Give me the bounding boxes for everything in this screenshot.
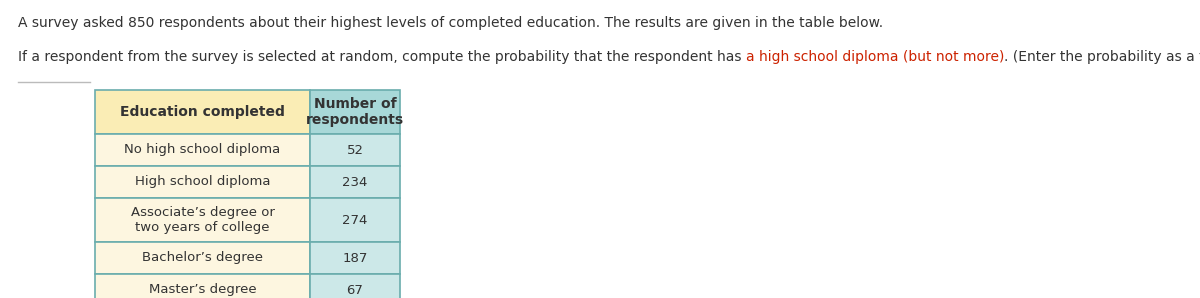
Bar (310, 274, 400, 298)
Bar (95, 242, 310, 274)
Text: High school diploma: High school diploma (134, 176, 270, 189)
Bar (95, 166, 310, 198)
Text: A survey asked 850 respondents about their highest levels of completed education: A survey asked 850 respondents about the… (18, 16, 883, 30)
Text: No high school diploma: No high school diploma (125, 144, 281, 156)
Bar (310, 242, 400, 274)
Text: 234: 234 (342, 176, 367, 189)
Text: Education completed: Education completed (120, 105, 284, 119)
Text: 187: 187 (342, 252, 367, 265)
Bar (95, 90, 310, 134)
Text: Associate’s degree or
two years of college: Associate’s degree or two years of colle… (131, 206, 275, 234)
Bar (95, 198, 310, 242)
Text: Bachelor’s degree: Bachelor’s degree (142, 252, 263, 265)
Bar (310, 166, 400, 198)
Text: . (Enter the probability as a fraction.): . (Enter the probability as a fraction.) (1004, 50, 1200, 64)
Text: If a respondent from the survey is selected at random, compute the probability t: If a respondent from the survey is selec… (18, 50, 746, 64)
Bar (310, 90, 400, 134)
Text: 274: 274 (342, 213, 367, 226)
Text: Master’s degree: Master’s degree (149, 283, 257, 297)
Bar (310, 134, 400, 166)
Bar (95, 134, 310, 166)
Text: a high school diploma (but not more): a high school diploma (but not more) (746, 50, 1004, 64)
Text: 52: 52 (347, 144, 364, 156)
Text: Number of
respondents: Number of respondents (306, 97, 404, 127)
Bar (310, 198, 400, 242)
Bar (95, 274, 310, 298)
Text: 67: 67 (347, 283, 364, 297)
